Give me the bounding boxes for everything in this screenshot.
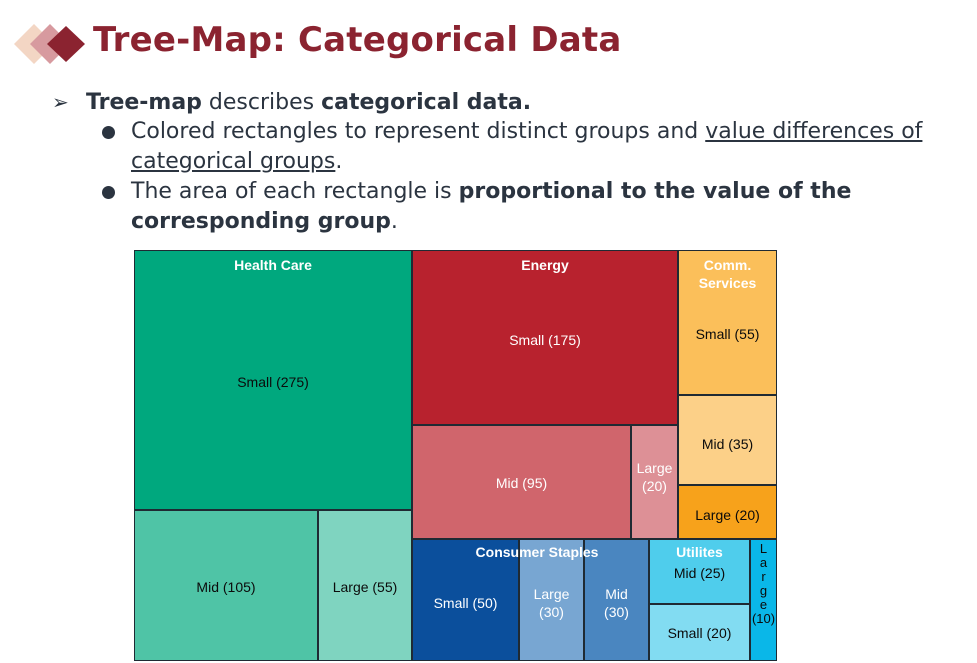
bullet-text-period: . bbox=[335, 149, 343, 174]
arrow-bullet-icon: ➢ bbox=[52, 90, 69, 114]
treemap-tile-label: Mid (105) bbox=[196, 579, 256, 595]
treemap-tile: Mid (35) bbox=[678, 395, 777, 485]
treemap-tile: Large (20) bbox=[631, 425, 678, 539]
treemap-tile-label: Small (55) bbox=[695, 326, 760, 342]
treemap-tile: Mid (105) bbox=[134, 510, 318, 661]
treemap-tile: Small (275) bbox=[134, 250, 412, 510]
bullet-bold-categorical: categorical data. bbox=[321, 90, 532, 115]
treemap-tile-label: Small (275) bbox=[237, 374, 309, 390]
bullet-level1-text: Tree-map describes categorical data. bbox=[86, 90, 531, 115]
treemap-tile: Large (55) bbox=[318, 510, 412, 661]
treemap-group-label: Energy bbox=[521, 257, 569, 273]
bullet-text-period: . bbox=[390, 209, 398, 234]
treemap-tile: Large (30) bbox=[519, 539, 584, 661]
treemap-tile-label: Small (175) bbox=[509, 332, 581, 348]
bullet-bold-proportional: proportional to the value of the corresp… bbox=[131, 179, 852, 234]
treemap-tile-label: Large (30) bbox=[533, 586, 570, 620]
bullet-level2-text: Colored rectangles to represent distinct… bbox=[131, 117, 931, 177]
treemap-tile-label: Mid (25) bbox=[673, 565, 726, 581]
treemap-tile-label: Mid (95) bbox=[495, 475, 548, 491]
bullet-dot-icon bbox=[102, 186, 115, 199]
bullet-underline-value-differences: value differences of categorical groups bbox=[131, 119, 923, 174]
treemap-tile: Mid (95) bbox=[412, 425, 631, 539]
treemap-tile-label: Mid (35) bbox=[701, 436, 754, 452]
treemap-group-label: Health Care bbox=[234, 257, 312, 273]
treemap-tile-label: Small (20) bbox=[667, 625, 732, 641]
treemap-tile-label: Large (20) bbox=[636, 460, 673, 494]
bullet-text-area: The area of each rectangle is bbox=[131, 179, 459, 204]
diamond-logo-icon bbox=[14, 24, 85, 64]
treemap-tile: Mid (25) bbox=[649, 539, 750, 604]
treemap-tile: Small (50) bbox=[412, 539, 519, 661]
treemap-group-label: Utilites bbox=[676, 544, 723, 560]
treemap-tile: Large (20) bbox=[678, 485, 777, 539]
treemap-tile: Small (175) bbox=[412, 250, 678, 425]
bullet-text-describes: describes bbox=[201, 90, 322, 115]
bullet-level2-text: The area of each rectangle is proportion… bbox=[131, 177, 931, 237]
treemap-tile-label: Small (50) bbox=[433, 595, 498, 611]
treemap-tile: Mid (30) bbox=[584, 539, 649, 661]
treemap-tile-label: Large (20) bbox=[695, 507, 760, 523]
treemap-tile-label: Mid (30) bbox=[604, 586, 629, 620]
bullet-text-colored: Colored rectangles to represent distinct… bbox=[131, 119, 706, 144]
treemap-tile: Small (55) bbox=[678, 250, 777, 395]
treemap-group-label: Consumer Staples bbox=[475, 544, 599, 560]
treemap-group-label: Comm. Services bbox=[698, 257, 757, 291]
bullet-bold-treemap: Tree-map bbox=[86, 90, 202, 115]
treemap-tile: Small (20) bbox=[649, 604, 750, 661]
treemap-tile-label: Large (55) bbox=[332, 579, 398, 595]
bullet-dot-icon bbox=[102, 126, 115, 139]
page-title: Tree-Map: Categorical Data bbox=[93, 20, 622, 60]
